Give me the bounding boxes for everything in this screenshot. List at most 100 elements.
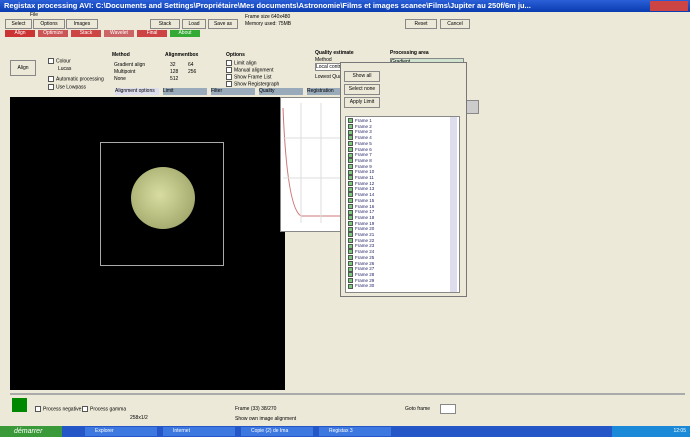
- frame-item[interactable]: Frame 19: [348, 221, 374, 226]
- frame-item[interactable]: Frame 21: [348, 232, 374, 237]
- checkbox[interactable]: [348, 249, 353, 254]
- frame-item[interactable]: Frame 30: [348, 283, 374, 288]
- toolbar-button[interactable]: Stack: [150, 19, 180, 29]
- tab[interactable]: About: [170, 30, 200, 37]
- checkbox[interactable]: [348, 175, 353, 180]
- frame-item[interactable]: Frame 24: [348, 249, 374, 254]
- automatic-check[interactable]: Automatic processing: [48, 76, 104, 82]
- task-item[interactable]: Registax 3: [319, 427, 391, 436]
- list-button[interactable]: Show all: [344, 71, 380, 82]
- checkbox[interactable]: [348, 227, 353, 232]
- checkbox[interactable]: [348, 118, 353, 123]
- checkbox[interactable]: [348, 135, 353, 140]
- list-button[interactable]: Select none: [344, 84, 380, 95]
- checkbox[interactable]: [35, 406, 41, 412]
- alignbox-option[interactable]: 128: [170, 69, 178, 75]
- frame-item[interactable]: Frame 14: [348, 192, 374, 197]
- frame-item[interactable]: Frame 20: [348, 226, 374, 231]
- checkbox[interactable]: [82, 406, 88, 412]
- checkbox[interactable]: [48, 58, 54, 64]
- checkbox[interactable]: [226, 74, 232, 80]
- frame-item[interactable]: Frame 1: [348, 118, 372, 123]
- toolbar-button[interactable]: Options: [33, 19, 65, 29]
- toolbar-button[interactable]: Save as: [208, 19, 238, 29]
- negative-check[interactable]: Process negative: [35, 406, 81, 412]
- frame-item[interactable]: Frame 15: [348, 198, 374, 203]
- toolbar-button[interactable]: Reset: [405, 19, 437, 29]
- task-item[interactable]: Explorer: [85, 427, 157, 436]
- checkbox[interactable]: [348, 158, 353, 163]
- subtab[interactable]: Limit: [163, 88, 207, 95]
- gamma-check[interactable]: Process gamma: [82, 406, 126, 412]
- lucas-option[interactable]: Lucas: [58, 66, 71, 72]
- tab[interactable]: Stack: [71, 30, 101, 37]
- alignbox-option[interactable]: 256: [188, 69, 196, 75]
- method-option[interactable]: Gradient align: [114, 62, 145, 68]
- frame-item[interactable]: Frame 28: [348, 272, 374, 277]
- tab[interactable]: Align: [5, 30, 35, 37]
- checkbox[interactable]: [226, 67, 232, 73]
- options-item[interactable]: Manual alignment: [226, 67, 273, 73]
- frame-item[interactable]: Frame 18: [348, 215, 374, 220]
- frame-item[interactable]: Frame 3: [348, 129, 372, 134]
- list-button[interactable]: Apply Limit: [344, 97, 380, 108]
- method-option[interactable]: Multipoint: [114, 69, 135, 75]
- options-item[interactable]: Limit align: [226, 60, 257, 66]
- frame-item[interactable]: Frame 27: [348, 266, 374, 271]
- checkbox[interactable]: [348, 141, 353, 146]
- checkbox[interactable]: [348, 244, 353, 249]
- frame-item[interactable]: Frame 26: [348, 261, 374, 266]
- checkbox[interactable]: [226, 81, 232, 87]
- subtab[interactable]: Quality: [259, 88, 303, 95]
- checkbox[interactable]: [348, 255, 353, 260]
- frame-item[interactable]: Frame 25: [348, 255, 374, 260]
- window-controls[interactable]: [650, 1, 688, 11]
- tab[interactable]: Optimize: [38, 30, 68, 37]
- checkbox[interactable]: [348, 187, 353, 192]
- tab[interactable]: Wavelet: [104, 30, 134, 37]
- frame-item[interactable]: Frame 7: [348, 152, 372, 157]
- frame-item[interactable]: Frame 8: [348, 158, 372, 163]
- options-item[interactable]: Show Registergraph: [226, 81, 279, 87]
- checkbox[interactable]: [348, 284, 353, 289]
- task-item[interactable]: Internet: [163, 427, 235, 436]
- checkbox[interactable]: [348, 164, 353, 169]
- checkbox[interactable]: [348, 192, 353, 197]
- tab[interactable]: Final: [137, 30, 167, 37]
- method-option[interactable]: None: [114, 76, 126, 82]
- frame-item[interactable]: Frame 22: [348, 238, 374, 243]
- checkbox[interactable]: [348, 181, 353, 186]
- frame-item[interactable]: Frame 4: [348, 135, 372, 140]
- checkbox[interactable]: [348, 210, 353, 215]
- checkbox[interactable]: [348, 147, 353, 152]
- toolbar-button[interactable]: Cancel: [440, 19, 470, 29]
- frame-item[interactable]: Frame 23: [348, 243, 374, 248]
- lowpass-check[interactable]: Use Lowpass: [48, 84, 86, 90]
- toolbar-button[interactable]: Load: [182, 19, 206, 29]
- options-item[interactable]: Show Frame List: [226, 74, 272, 80]
- goto-input[interactable]: [440, 404, 456, 414]
- frame-item[interactable]: Frame 13: [348, 186, 374, 191]
- frame-item[interactable]: Frame 16: [348, 204, 374, 209]
- align-button[interactable]: Align: [10, 60, 36, 76]
- checkbox[interactable]: [348, 221, 353, 226]
- checkbox[interactable]: [348, 278, 353, 283]
- checkbox[interactable]: [348, 170, 353, 175]
- alignbox-option[interactable]: 512: [170, 76, 178, 82]
- frame-item[interactable]: Frame 29: [348, 278, 374, 283]
- checkbox[interactable]: [348, 272, 353, 277]
- frame-item[interactable]: Frame 12: [348, 181, 374, 186]
- checkbox[interactable]: [348, 153, 353, 158]
- frame-item[interactable]: Frame 5: [348, 141, 372, 146]
- checkbox[interactable]: [348, 215, 353, 220]
- checkbox[interactable]: [348, 130, 353, 135]
- frame-item[interactable]: Frame 9: [348, 164, 372, 169]
- checkbox[interactable]: [348, 267, 353, 272]
- checkbox[interactable]: [348, 124, 353, 129]
- checkbox[interactable]: [348, 204, 353, 209]
- colour-check[interactable]: Colour: [48, 58, 71, 64]
- frame-item[interactable]: Frame 6: [348, 147, 372, 152]
- start-button[interactable]: démarrer: [0, 426, 62, 437]
- frame-item[interactable]: Frame 10: [348, 169, 374, 174]
- checkbox[interactable]: [226, 60, 232, 66]
